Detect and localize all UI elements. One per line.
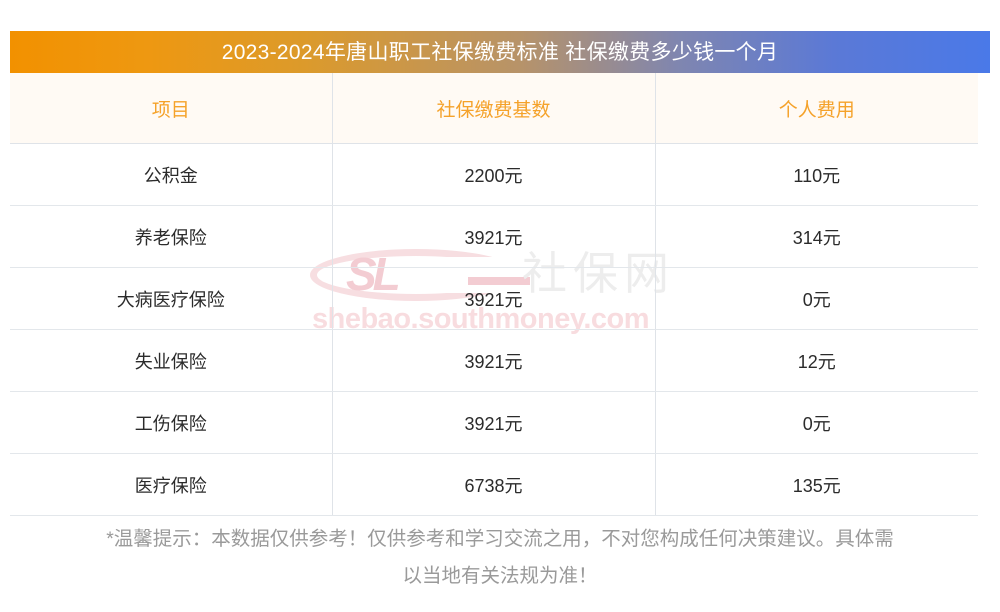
cell-item: 大病医疗保险	[10, 267, 333, 330]
table-header-row: 项目 社保缴费基数 个人费用	[10, 73, 978, 144]
cell-personal: 0元	[655, 267, 978, 330]
cell-base: 3921元	[332, 267, 656, 330]
page-title-bar: 2023-2024年唐山职工社保缴费标准 社保缴费多少钱一个月	[10, 31, 990, 73]
cell-base: 2200元	[332, 143, 656, 206]
page-title: 2023-2024年唐山职工社保缴费标准 社保缴费多少钱一个月	[221, 40, 779, 64]
cell-item: 工伤保险	[10, 391, 333, 454]
cell-personal: 12元	[655, 329, 978, 392]
footer-line-1: *温馨提示：本数据仅供参考！仅供参考和学习交流之用，不对您构成任何决策建议。具体…	[106, 528, 894, 550]
cell-item: 医疗保险	[10, 453, 333, 516]
cell-item: 公积金	[10, 143, 333, 206]
cell-item: 失业保险	[10, 329, 333, 392]
cell-base: 6738元	[332, 453, 656, 516]
table-row: 医疗保险 6738元 135元	[10, 453, 978, 516]
footer-line-2: 以当地有关法规为准！	[402, 565, 598, 587]
column-header-personal: 个人费用	[655, 73, 978, 144]
cell-personal: 314元	[655, 205, 978, 268]
column-header-item: 项目	[10, 73, 333, 144]
cell-base: 3921元	[332, 329, 656, 392]
table-row: 工伤保险 3921元 0元	[10, 391, 978, 454]
table-row: 大病医疗保险 3921元 0元	[10, 267, 978, 330]
cell-base: 3921元	[332, 391, 656, 454]
fee-table-head: 项目 社保缴费基数 个人费用	[10, 73, 978, 144]
table-row: 公积金 2200元 110元	[10, 143, 978, 206]
cell-personal: 135元	[655, 453, 978, 516]
fee-table-body: 公积金 2200元 110元 养老保险 3921元 314元 大病医疗保险 39…	[10, 143, 978, 516]
table-row: 失业保险 3921元 12元	[10, 329, 978, 392]
fee-table: 项目 社保缴费基数 个人费用 公积金 2200元 110元 养老保险 3921元…	[10, 73, 978, 516]
table-row: 养老保险 3921元 314元	[10, 205, 978, 268]
cell-base: 3921元	[332, 205, 656, 268]
fee-table-container: 项目 社保缴费基数 个人费用 公积金 2200元 110元 养老保险 3921元…	[10, 73, 978, 516]
cell-personal: 0元	[655, 391, 978, 454]
cell-item: 养老保险	[10, 205, 333, 268]
column-header-base: 社保缴费基数	[332, 73, 656, 144]
footer-disclaimer: *温馨提示：本数据仅供参考！仅供参考和学习交流之用，不对您构成任何决策建议。具体…	[0, 521, 1000, 595]
cell-personal: 110元	[655, 143, 978, 206]
